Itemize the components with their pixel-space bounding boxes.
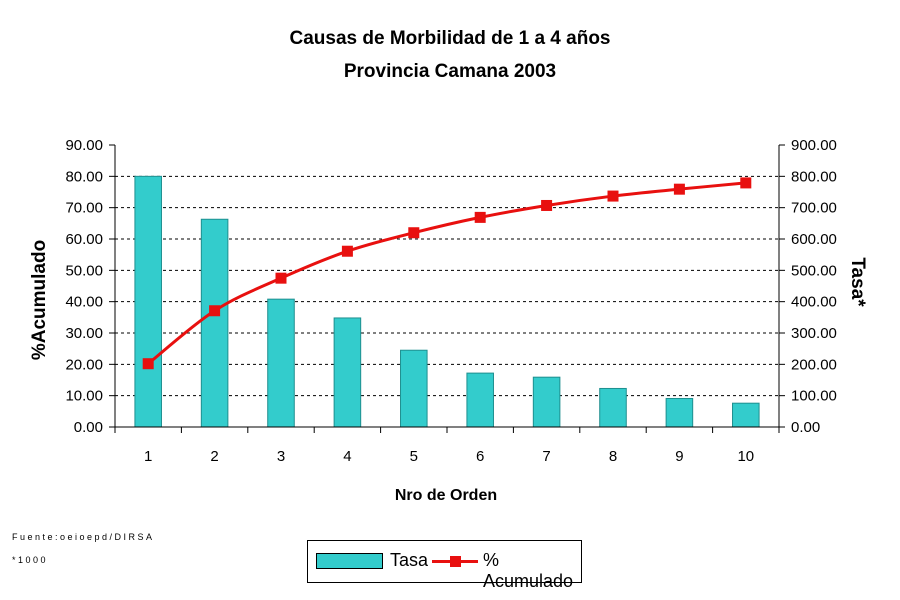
y-left-tick-label: 20.00 (65, 356, 103, 373)
y-right-tick-label: 300.00 (791, 325, 837, 342)
x-tick-label: 5 (410, 448, 418, 465)
tasa-bar (200, 218, 229, 428)
tasa-bar (532, 376, 561, 428)
x-tick-label: 8 (609, 448, 617, 465)
y-left-tick-label: 10.00 (65, 388, 103, 405)
chart-title: Causas de Morbilidad de 1 a 4 años (289, 28, 611, 49)
y-axis-left-title: %Acumulado (29, 240, 50, 360)
y-left-tick-label: 70.00 (65, 200, 103, 217)
tasa-bar (267, 298, 295, 428)
y-left-tick-label: 40.00 (65, 294, 103, 311)
tasa-bar (732, 402, 760, 428)
y-left-tick-label: 30.00 (65, 325, 103, 342)
tasa-bars (134, 175, 760, 428)
acumulado-point (607, 190, 619, 202)
tasa-bar (665, 397, 694, 428)
x-tick-label: 3 (277, 448, 285, 465)
y-axis-right-title: Tasa* (847, 257, 868, 307)
axes (109, 144, 785, 433)
acumulado-point (209, 305, 221, 317)
y-right-tick-label: 800.00 (791, 168, 837, 185)
source-note: Fuente:oeioepd/DIRSA (12, 532, 155, 542)
acumulado-point (341, 245, 353, 257)
y-left-tick-label: 80.00 (65, 168, 103, 185)
y-right-tick-label: 400.00 (791, 294, 837, 311)
acumulado-point (408, 227, 420, 239)
acumulado-line (142, 177, 752, 370)
tasa-bar (599, 387, 627, 428)
legend-label-acumulado: % Acumulado (483, 550, 574, 591)
x-tick-label: 6 (476, 448, 484, 465)
legend-swatch-tasa (316, 553, 383, 569)
y-right-tick-label: 100.00 (791, 388, 837, 405)
x-tick-label: 1 (144, 448, 152, 465)
tasa-bar (466, 372, 494, 428)
acumulado-point (673, 183, 685, 195)
chart-subtitle: Provincia Camana 2003 (343, 61, 557, 82)
x-tick-label: 2 (210, 448, 218, 465)
y-left-tick-label: 50.00 (65, 262, 103, 279)
acumulado-point (541, 199, 553, 211)
legend: Tasa % Acumulado (307, 540, 582, 591)
y-left-tick-label: 60.00 (65, 231, 103, 248)
tasa-bar (333, 317, 362, 428)
legend-label-tasa: Tasa (390, 550, 429, 570)
x-tick-label: 10 (737, 448, 754, 465)
y-right-tick-label: 600.00 (791, 231, 837, 248)
acumulado-line-path (147, 181, 746, 365)
y-right-tick-label: 500.00 (791, 262, 837, 279)
legend-marker-acumulado (450, 556, 461, 567)
tasa-bar (400, 349, 428, 428)
x-axis-title: Nro de Orden (395, 487, 497, 504)
y-right-tick-label: 0.00 (791, 419, 820, 436)
y-right-tick-label: 700.00 (791, 200, 837, 217)
tick-labels: 0.00 0.00 10.00 100.00 20.00 200.00 30.00 300.0… (65, 137, 836, 465)
footnote: *1000 (12, 555, 49, 565)
x-tick-label: 7 (542, 448, 550, 465)
acumulado-point (275, 272, 287, 284)
tasa-bar (134, 175, 162, 428)
acumulado-point (740, 177, 752, 189)
y-left-tick-label: 90.00 (65, 137, 103, 154)
acumulado-point (142, 358, 154, 370)
y-right-tick-label: 200.00 (791, 356, 837, 373)
y-right-tick-label: 900.00 (791, 137, 837, 154)
x-tick-label: 4 (343, 448, 351, 465)
y-left-tick-label: 0.00 (74, 419, 103, 436)
x-tick-label: 9 (675, 448, 683, 465)
acumulado-point (474, 211, 486, 223)
